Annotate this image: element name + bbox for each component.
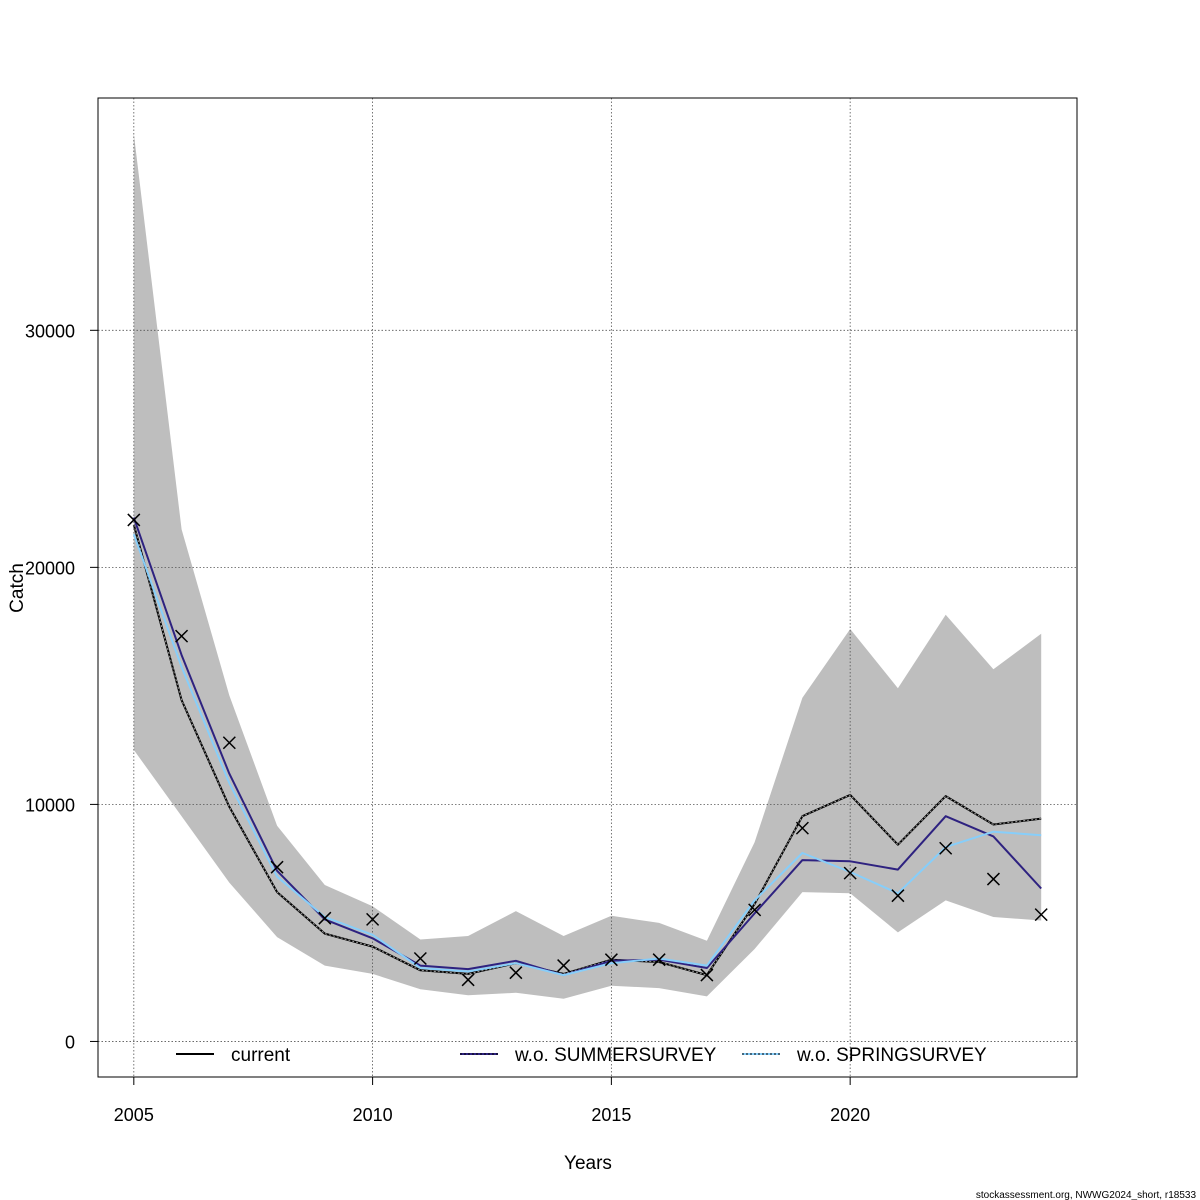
observation-marker (557, 959, 571, 973)
x-tick-label: 2015 (591, 1105, 631, 1125)
y-axis-title: Catch (7, 563, 28, 613)
observation-marker (1034, 908, 1048, 922)
observation-marker (795, 821, 809, 835)
series-lines-layer (132, 517, 1042, 977)
observation-marker (175, 629, 189, 643)
series-line-1-dash (133, 524, 1042, 976)
legend-label-2: w.o. SUMMERSURVEY (514, 1045, 717, 1066)
series-line-3 (132, 533, 1042, 977)
observation-marker (318, 911, 332, 925)
x-axis: 2005 2010 2015 2020 (114, 1076, 870, 1125)
observation-marker (222, 736, 236, 750)
observation-marker (413, 951, 427, 966)
footer-credit: stockassessment.org, NWWG2024_short, r18… (976, 1190, 1197, 1200)
observation-marker (604, 953, 618, 967)
y-tick-label: 10000 (25, 795, 75, 815)
observations-layer (127, 513, 1048, 987)
y-tick-label: 30000 (25, 321, 75, 341)
observation-marker (366, 912, 380, 926)
legend-label-1: current (231, 1045, 291, 1066)
confidence-band (133, 133, 1042, 999)
observation-marker (461, 973, 475, 987)
confidence-band-layer (133, 133, 1042, 999)
y-tick-label: 20000 (25, 558, 75, 578)
legend: current w.o. SUMMERSURVEY w.o. SPRINGSURVE… (176, 1045, 987, 1066)
observation-marker (509, 966, 523, 980)
observation-marker (127, 513, 141, 527)
observation-marker (270, 860, 284, 874)
x-axis-title: Years (564, 1153, 612, 1174)
grid-layer (98, 98, 1077, 1077)
series-line-2 (132, 517, 1042, 977)
x-tick-label: 2005 (114, 1105, 154, 1125)
observation-marker (700, 968, 714, 982)
x-tick-label: 2020 (830, 1105, 870, 1125)
observation-marker (986, 872, 1000, 886)
observation-marker (939, 841, 953, 855)
x-tick-label: 2010 (353, 1105, 393, 1125)
observation-marker (748, 903, 762, 917)
y-axis: 0 10000 20000 30000 (25, 321, 99, 1052)
observation-marker (891, 889, 905, 903)
legend-label-3: w.o. SPRINGSURVEY (796, 1045, 987, 1066)
observation-marker (843, 866, 857, 880)
y-tick-label: 0 (65, 1032, 75, 1052)
observation-marker (652, 953, 666, 967)
